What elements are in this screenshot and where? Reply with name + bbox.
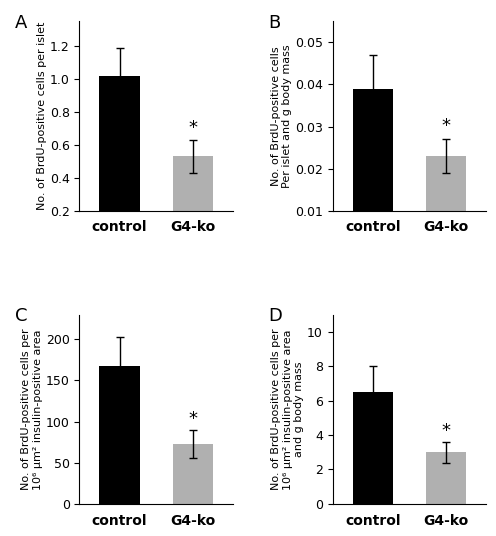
Bar [100, 366, 140, 504]
Text: D: D [268, 307, 282, 325]
Bar [426, 156, 466, 252]
Bar [173, 157, 213, 243]
Bar [353, 392, 393, 504]
Text: *: * [188, 118, 197, 137]
Text: *: * [441, 117, 450, 135]
Text: *: * [441, 422, 450, 440]
Text: A: A [15, 14, 27, 32]
Bar [100, 76, 140, 243]
Y-axis label: No. of BrdU-positive cells
Per islet and g body mass: No. of BrdU-positive cells Per islet and… [270, 44, 292, 188]
Bar [353, 88, 393, 252]
Y-axis label: No. of BrdU-positive cells per islet: No. of BrdU-positive cells per islet [37, 22, 47, 210]
Text: B: B [268, 14, 280, 32]
Text: *: * [188, 410, 197, 428]
Y-axis label: No. of BrdU-positive cells per
10⁶ μm² insulin-positive area
and g body mass: No. of BrdU-positive cells per 10⁶ μm² i… [271, 329, 304, 490]
Bar [426, 452, 466, 504]
Text: C: C [15, 307, 27, 325]
Y-axis label: No. of BrdU-positive cells per
10⁶ μm² insulin-positive area: No. of BrdU-positive cells per 10⁶ μm² i… [21, 329, 43, 490]
Bar [173, 444, 213, 504]
